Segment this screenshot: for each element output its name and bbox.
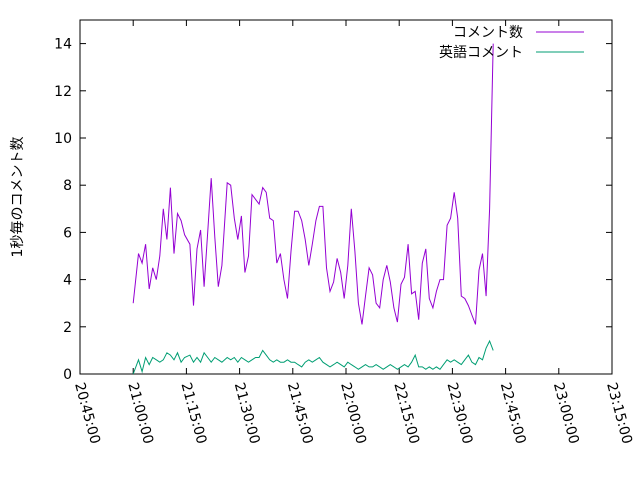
y-tick-label: 2 — [63, 320, 72, 336]
y-tick-label: 6 — [63, 225, 72, 241]
y-tick-label: 8 — [63, 178, 72, 194]
x-tick-label: 22:00:00 — [337, 381, 369, 446]
y-tick-label: 0 — [63, 367, 72, 383]
x-tick-label: 22:30:00 — [444, 381, 476, 446]
y-axis-label: 1秒毎のコメント数 — [10, 137, 26, 258]
legend-label: コメント数 — [453, 25, 523, 41]
plot-area-frame — [79, 19, 613, 375]
x-tick-label: 23:00:00 — [550, 381, 582, 446]
x-tick-label: 21:15:00 — [178, 381, 210, 446]
x-tick-label: 21:45:00 — [284, 381, 316, 446]
series-layer — [132, 43, 494, 375]
axis-layer: 0 2 4 6 8 10 12 14 20:45:00 21:00:00 21:15:00 21:30… — [54, 20, 635, 446]
x-tick-label: 22:45:00 — [497, 381, 529, 446]
x-tick-label: 21:30:00 — [231, 381, 263, 446]
y-tick-label: 10 — [54, 131, 72, 147]
x-tick-label: 21:00:00 — [124, 381, 156, 446]
x-tick-label: 23:15:00 — [603, 381, 635, 446]
y-tick-label: 4 — [63, 273, 72, 289]
legend-label: 英語コメント — [439, 44, 523, 61]
y-tick-label: 12 — [54, 84, 72, 100]
series-line-2 — [132, 339, 494, 375]
y-tick-label: 14 — [54, 37, 72, 53]
x-tick-label: 22:15:00 — [390, 381, 422, 446]
series-line-1 — [132, 43, 494, 325]
x-tick-label: 20:45:00 — [71, 381, 103, 446]
